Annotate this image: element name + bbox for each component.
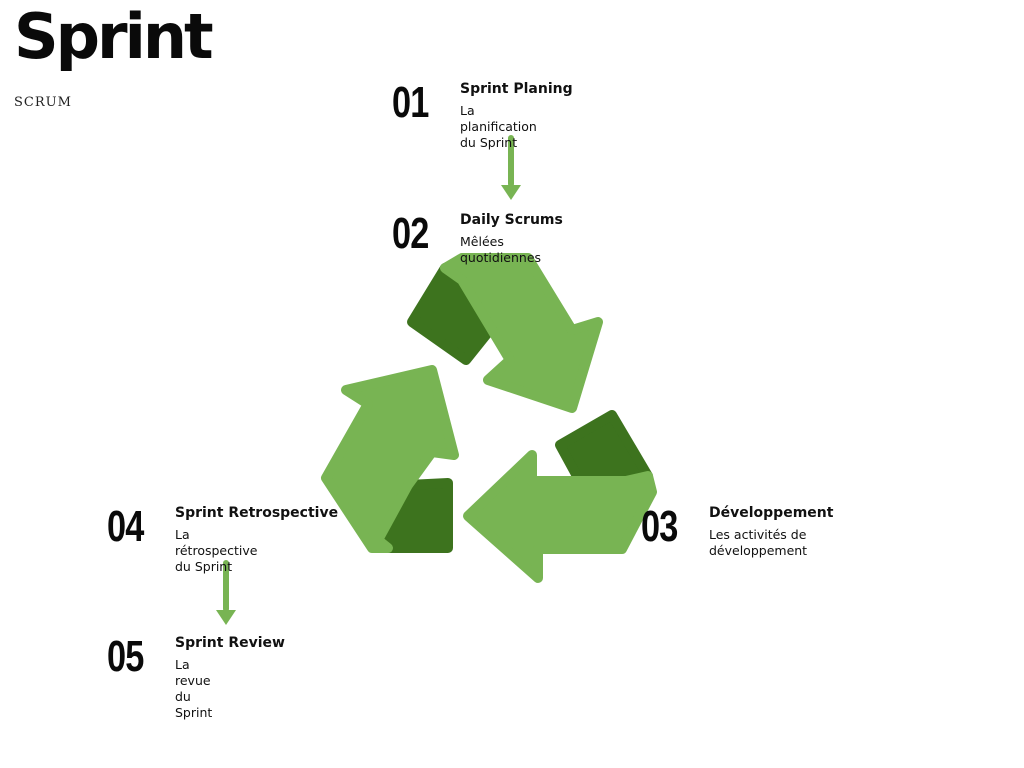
step-description: La rétrospective du Sprint (175, 527, 258, 574)
arrow-down-icon (501, 135, 521, 200)
page-subtitle: SCRUM (14, 95, 72, 110)
step-title: Sprint Retrospective (175, 505, 339, 521)
recycle-cycle-icon (321, 253, 657, 583)
step-number: 05 (107, 632, 144, 681)
step-description: Mêlées quotidiennes (460, 234, 542, 265)
step-title: Développement (709, 505, 834, 521)
step-number: 02 (392, 209, 429, 258)
step-title: Daily Scrums (460, 212, 563, 228)
step-number: 01 (392, 78, 429, 127)
step-description: Les activités de développement (709, 527, 808, 558)
arrow-down-icon (216, 560, 236, 625)
step-number: 03 (641, 502, 678, 551)
step-number: 04 (107, 502, 144, 551)
step-description: La planification du Sprint (460, 103, 537, 150)
step-description: La revue du Sprint (175, 657, 213, 720)
step-title: Sprint Planing (460, 81, 573, 97)
step-title: Sprint Review (175, 635, 285, 651)
page-title: Sprint (14, 0, 214, 73)
